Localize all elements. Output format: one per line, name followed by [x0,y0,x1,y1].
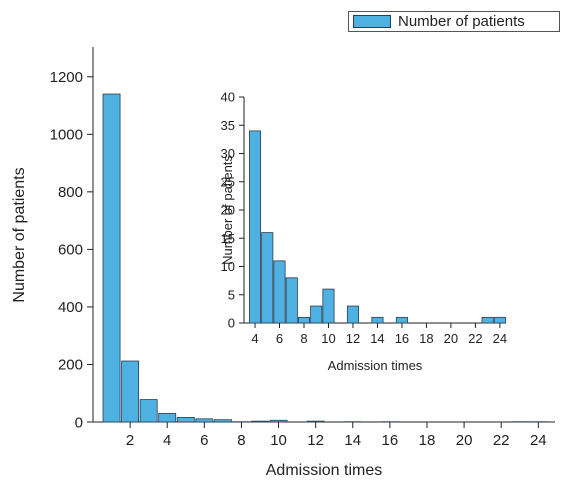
inset-xtick-label: 10 [321,331,335,346]
inset-xtick-label: 22 [468,331,482,346]
main-bar-10 [270,420,287,422]
main-xtick-label: 8 [237,432,245,449]
legend-label: Number of patients [398,13,525,30]
inset-x-axis-label: Admission times [328,358,423,373]
inset-bar-8 [298,317,309,323]
main-xtick-label: 2 [126,432,134,449]
main-bar-12 [307,421,324,422]
main-bar-2 [122,361,139,422]
main-xtick-label: 10 [270,432,287,449]
inset-xtick-label: 20 [444,331,458,346]
inset-ytick-label: 40 [221,90,235,105]
main-x-axis-label: Admission times [266,462,382,479]
inset-xtick-label: 4 [251,331,258,346]
main-xtick-label: 6 [200,432,208,449]
main-xtick-label: 12 [307,432,324,449]
main-bar-1 [103,94,120,422]
main-ytick-label: 200 [58,357,83,374]
inset-bar-23 [482,317,493,323]
main-xtick-label: 18 [419,432,436,449]
main-bars [103,94,547,422]
main-yticks: 0 200 400 600 800 1000 1200 [50,69,93,431]
main-xtick-label: 4 [163,432,171,449]
main-ytick-label: 1000 [50,127,83,144]
main-y-axis-label: Number of patients [11,167,28,302]
inset-ytick-label: 0 [228,316,235,331]
main-xtick-label: 16 [382,432,399,449]
main-ytick-label: 800 [58,184,83,201]
inset-bar-4 [249,131,260,323]
inset-bars [249,131,505,323]
inset-xtick-label: 14 [370,331,384,346]
main-xtick-label: 14 [344,432,361,449]
main-ytick-label: 400 [58,299,83,316]
inset-bar-5 [262,233,273,323]
inset-xtick-label: 6 [276,331,283,346]
main-bar-7 [214,420,231,422]
main-bar-6 [196,419,213,422]
inset-ytick-label: 5 [228,287,235,302]
main-xtick-label: 24 [530,432,547,449]
inset-xtick-label: 24 [493,331,507,346]
inset-y-axis-label: Number of patients [220,155,235,265]
legend: Number of patients [348,11,560,32]
inset-xticks: 4 6 8 10 12 14 16 18 20 22 24 [251,323,507,346]
inset-ytick-label: 35 [221,118,235,133]
inset-bar-16 [396,317,407,323]
inset-bar-24 [494,317,505,323]
main-xtick-label: 20 [456,432,473,449]
inset-xtick-label: 8 [300,331,307,346]
inset-xtick-label: 16 [395,331,409,346]
main-ytick-label: 1200 [50,69,83,86]
inset-bar-12 [347,306,358,323]
main-ytick-label: 0 [75,414,83,431]
inset-bar-6 [274,261,285,323]
main-bar-5 [177,417,194,422]
main-bar-9 [251,421,268,422]
inset-xtick-label: 12 [346,331,360,346]
inset-bar-14 [372,317,383,323]
inset-bar-9 [311,306,322,323]
main-bar-3 [140,400,157,422]
main-ytick-label: 600 [58,242,83,259]
inset-xtick-label: 18 [419,331,433,346]
main-xtick-label: 22 [493,432,510,449]
inset-bar-7 [286,278,297,323]
legend-swatch [353,15,391,28]
main-bar-4 [159,413,176,422]
inset-bar-10 [323,289,334,323]
